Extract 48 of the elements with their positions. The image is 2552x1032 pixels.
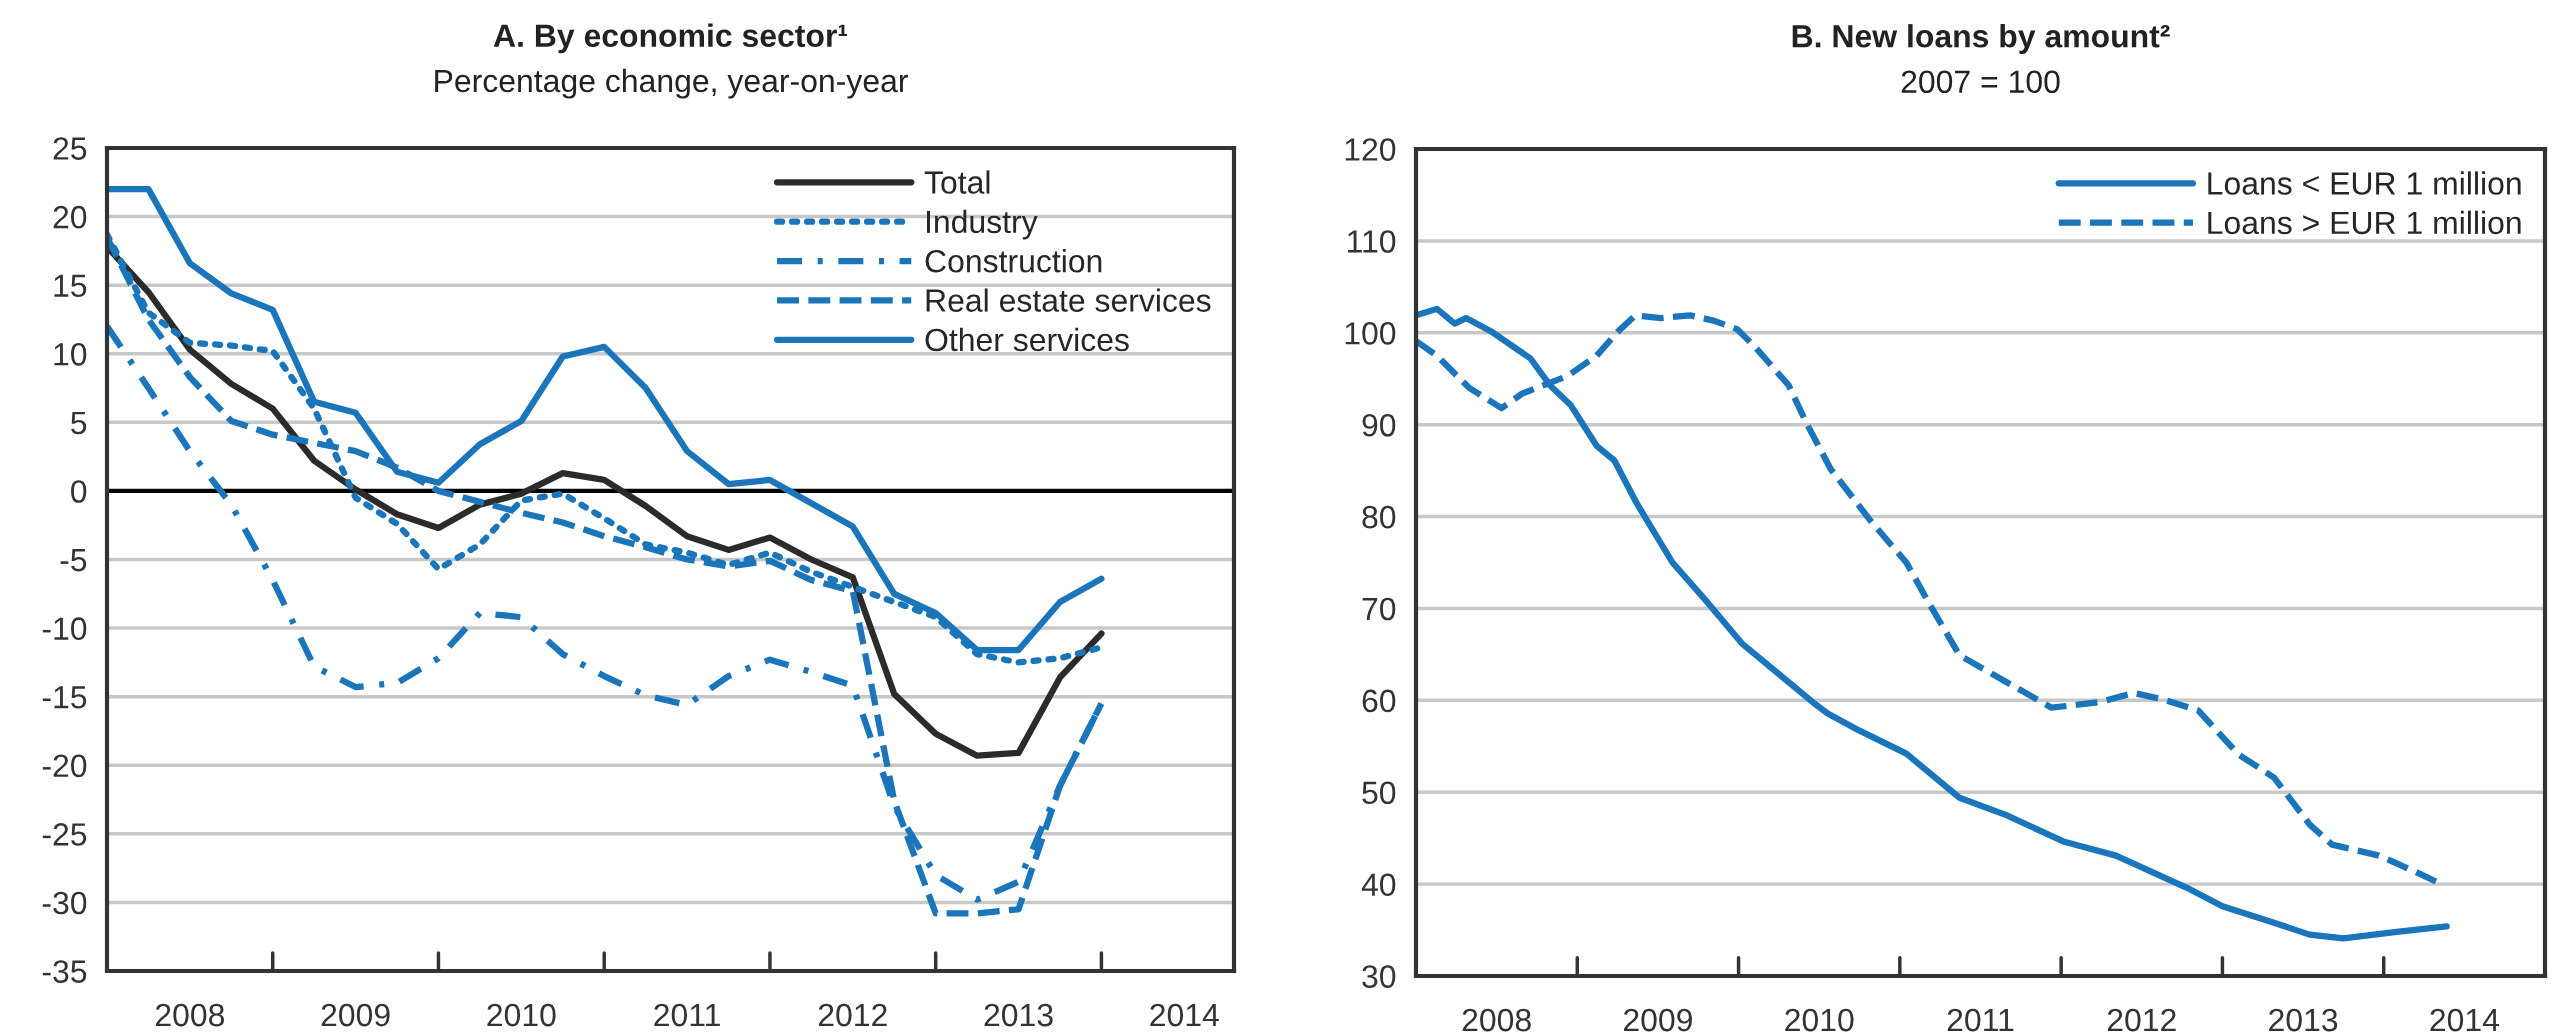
chart-title: A. By economic sector¹ — [493, 23, 848, 54]
y-tick-label: 30 — [1362, 965, 1396, 988]
legend-label: Other services — [925, 327, 1129, 352]
x-tick-label: 2013 — [984, 1003, 1053, 1027]
chart-subtitle: 2007 = 100 — [1901, 70, 2060, 94]
y-tick-label: -35 — [42, 960, 87, 983]
y-tick-label: -25 — [42, 823, 87, 846]
y-tick-label: 110 — [1348, 230, 1396, 253]
legend-label: Construction — [925, 249, 1102, 273]
x-tick-label: 2009 — [321, 1003, 390, 1027]
x-tick-label: 2014 — [1150, 1003, 1219, 1027]
x-tick-label: 2008 — [155, 1003, 225, 1027]
y-tick-label: 10 — [54, 343, 87, 366]
legend-label: Loans < EUR 1 million — [2208, 171, 2521, 195]
x-tick-label: 2011 — [1947, 1008, 2014, 1032]
legend-label: Total — [924, 170, 990, 194]
x-tick-label: 2012 — [2107, 1008, 2176, 1032]
y-tick-label: -5 — [60, 549, 87, 572]
chart-title: B. New loans by amount² — [1792, 24, 2170, 54]
y-tick-label: 120 — [1345, 138, 1396, 161]
y-tick-label: 25 — [53, 137, 87, 160]
y-tick-label: 70 — [1362, 597, 1396, 621]
y-tick-label: 15 — [54, 274, 87, 298]
x-tick-label: 2013 — [2269, 1008, 2338, 1032]
x-tick-label: 2014 — [2430, 1008, 2499, 1032]
y-tick-label: 40 — [1361, 873, 1396, 896]
x-tick-label: 2011 — [654, 1003, 720, 1027]
y-tick-label: 90 — [1362, 413, 1396, 437]
y-tick-label: 100 — [1345, 322, 1396, 345]
x-tick-label: 2012 — [818, 1003, 887, 1027]
y-tick-label: -15 — [42, 686, 87, 709]
y-tick-label: -30 — [42, 891, 87, 915]
y-tick-label: -20 — [42, 754, 87, 778]
y-tick-label: 5 — [71, 411, 87, 435]
legend-label: Industry — [926, 209, 1038, 240]
x-tick-label: 2009 — [1624, 1008, 1692, 1032]
y-tick-label: 0 — [71, 480, 87, 503]
legend-label: Loans > EUR 1 million — [2208, 210, 2521, 235]
y-tick-label: 80 — [1362, 505, 1396, 529]
legend-label: Real estate services — [926, 288, 1211, 312]
y-tick-label: 60 — [1362, 689, 1396, 713]
chart-subtitle: Percentage change, year-on-year — [435, 68, 908, 99]
y-tick-label: 20 — [53, 205, 87, 229]
x-tick-label: 2008 — [1462, 1008, 1531, 1032]
x-tick-label: 2010 — [1785, 1008, 1854, 1032]
y-tick-label: 50 — [1362, 781, 1396, 805]
x-tick-label: 2010 — [487, 1003, 556, 1027]
y-tick-label: -10 — [42, 617, 87, 640]
